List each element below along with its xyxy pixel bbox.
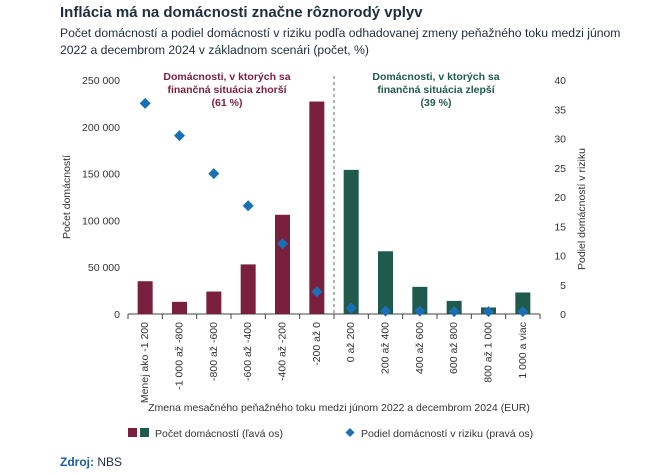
bar (137, 281, 153, 314)
y-right-tick-label: 35 (554, 104, 566, 116)
x-tick-label: 0 až 200 (345, 322, 357, 362)
risk-point (311, 286, 323, 298)
y-left-tick-label: 100 000 (82, 215, 120, 227)
source-note: Zdroj: NBS (60, 455, 122, 469)
bar (515, 292, 531, 314)
risk-point (345, 302, 357, 314)
chart-subtitle: Počet domácností a podiel domácností v r… (60, 26, 621, 57)
legend-label-risk: Podiel domácností v riziku (pravá os) (361, 428, 533, 440)
risk-point (414, 305, 426, 317)
chart-title: Inflácia má na domácnosti značne rôznoro… (60, 4, 423, 21)
y-left-tick-label: 150 000 (82, 169, 120, 181)
bar (309, 101, 325, 314)
bar (206, 291, 222, 314)
x-tick-label: 200 až 400 (380, 322, 392, 374)
x-tick-label: 400 až 600 (414, 322, 426, 374)
y-right-axis-title: Podiel domácností v riziku (576, 148, 588, 270)
y-left-tick-label: 200 000 (82, 122, 120, 134)
annotation-better: finančná situácia zlepší (377, 84, 495, 96)
bar (172, 301, 187, 314)
y-right-tick-label: 15 (554, 221, 566, 233)
x-tick-label: 800 až 1 000 (483, 322, 495, 383)
legend-swatch-better (140, 428, 149, 437)
x-tick-label: 600 až 800 (448, 322, 460, 374)
x-tick-label: -1 000 až -800 (174, 322, 186, 390)
y-right-tick-label: 20 (554, 192, 566, 204)
x-axis-title: Zmena mesačného peňažného toku medzi jún… (148, 402, 530, 414)
bar (240, 264, 256, 314)
annotation-worse: (61 %) (212, 97, 243, 109)
risk-point (139, 97, 151, 109)
y-right-tick-label: 10 (554, 251, 566, 263)
source-label: Zdroj: (60, 455, 94, 469)
bar (378, 251, 393, 314)
y-left-tick-label: 50 000 (88, 262, 120, 274)
x-tick-label: -400 až -200 (277, 322, 289, 381)
risk-point (242, 200, 254, 212)
legend-swatch-worse (128, 428, 137, 437)
risk-point (483, 306, 494, 318)
y-left-tick-label: 0 (114, 309, 120, 321)
y-left-tick-label: 250 000 (82, 75, 120, 87)
y-right-tick-label: 0 (560, 309, 566, 321)
bar (412, 286, 428, 314)
source-value: NBS (97, 455, 123, 469)
annotation-worse: finančná situácia zhorší (167, 84, 287, 96)
y-right-tick-label: 40 (554, 75, 566, 87)
x-tick-label: Menej ako -1 200 (139, 322, 151, 403)
y-right-tick-label: 25 (554, 163, 566, 175)
bar (343, 169, 359, 314)
risk-point (277, 238, 288, 250)
annotation-better: Domácnosti, v ktorých sa (372, 71, 499, 83)
y-left-axis-title: Počet domácností (61, 155, 73, 239)
risk-point (517, 306, 529, 318)
risk-point (174, 130, 185, 142)
x-tick-label: -800 až -600 (208, 322, 220, 381)
x-tick-label: -200 až 0 (311, 322, 323, 366)
bar (275, 214, 290, 314)
legend-label-count: Počet domácností (ľavá os) (155, 428, 283, 440)
risk-point (208, 168, 220, 180)
risk-point (448, 306, 460, 318)
y-right-tick-label: 30 (554, 134, 566, 146)
annotation-better: (39 %) (421, 97, 452, 109)
y-right-tick-label: 5 (560, 280, 566, 292)
x-tick-label: 1 000 a viac (517, 322, 529, 379)
x-tick-label: -600 až -400 (242, 322, 254, 381)
risk-point (380, 305, 391, 317)
annotation-worse: Domácnosti, v ktorých sa (163, 71, 290, 83)
legend-swatch-risk (345, 428, 355, 437)
